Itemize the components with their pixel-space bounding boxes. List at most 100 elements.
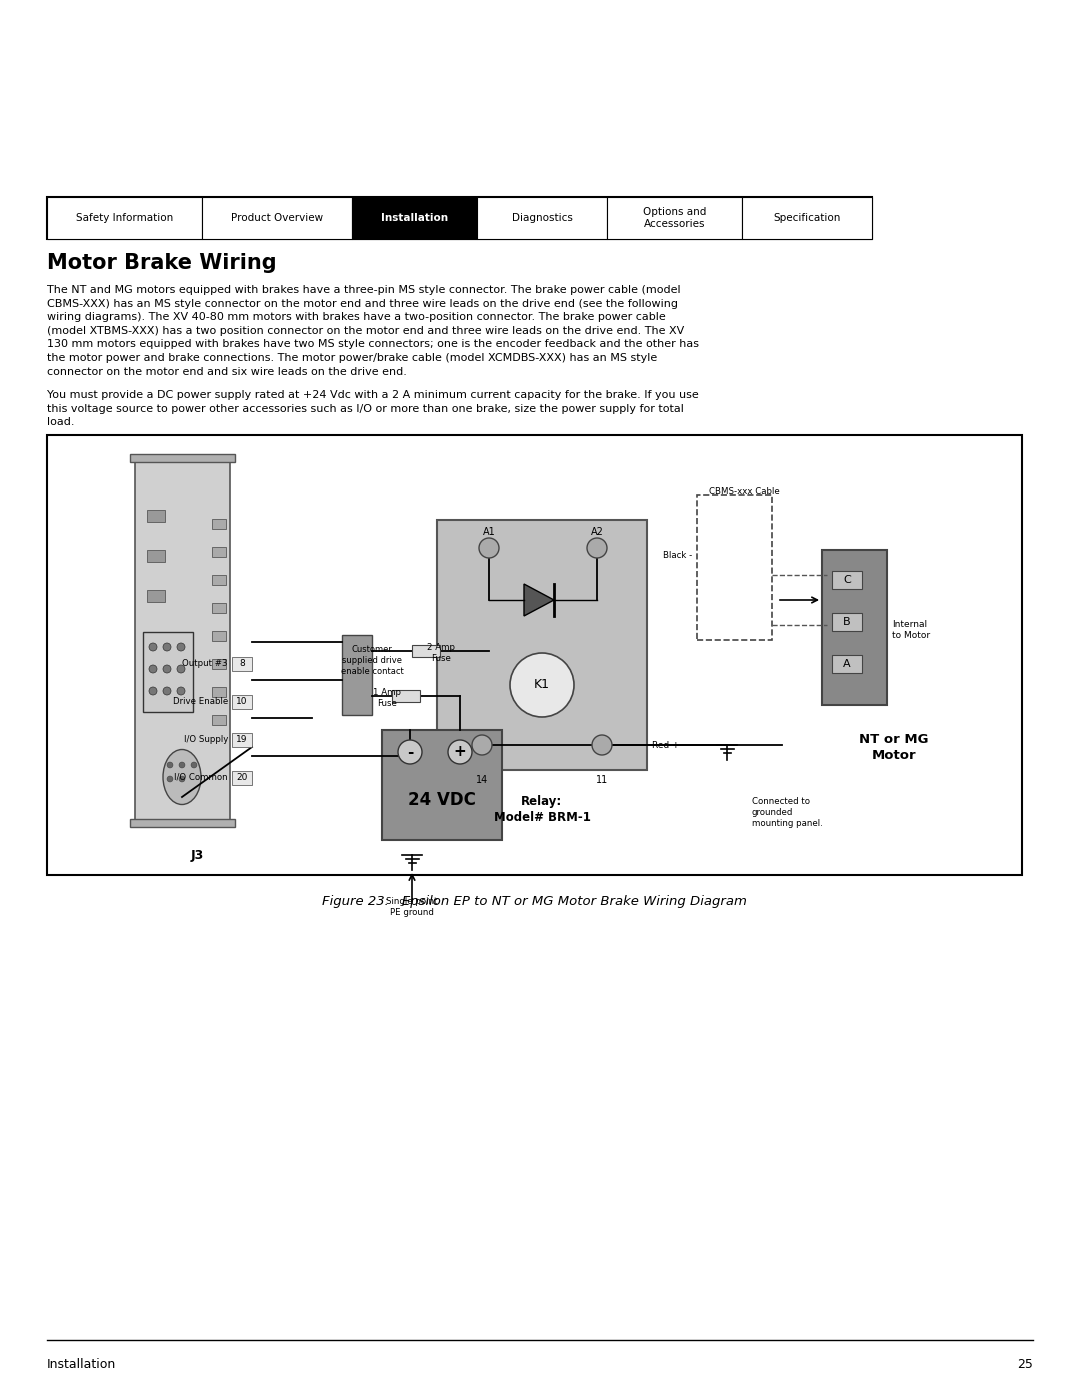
Text: 19: 19 <box>237 735 247 745</box>
Text: 11: 11 <box>596 775 608 785</box>
Bar <box>382 731 502 840</box>
Bar <box>135 457 230 827</box>
Bar <box>48 434 1022 875</box>
Bar <box>342 636 372 715</box>
Bar <box>147 590 165 602</box>
Text: 8: 8 <box>239 659 245 669</box>
Text: Installation: Installation <box>381 212 448 224</box>
Circle shape <box>163 687 171 694</box>
Text: Red +: Red + <box>652 740 679 750</box>
Bar <box>212 576 226 585</box>
Bar <box>697 495 772 640</box>
Text: Diagnostics: Diagnostics <box>512 212 572 224</box>
Circle shape <box>177 687 185 694</box>
Text: Black -: Black - <box>663 550 692 560</box>
Circle shape <box>191 761 197 768</box>
Text: 14: 14 <box>476 775 488 785</box>
Bar <box>147 550 165 562</box>
Text: K1: K1 <box>534 679 550 692</box>
Text: 10: 10 <box>237 697 247 707</box>
Bar <box>232 657 252 671</box>
Circle shape <box>592 735 612 754</box>
Text: Installation: Installation <box>48 1358 117 1370</box>
Bar <box>212 631 226 641</box>
Bar <box>143 631 193 712</box>
Text: A1: A1 <box>483 527 496 536</box>
Circle shape <box>149 665 157 673</box>
Circle shape <box>167 775 173 782</box>
Text: Relay:
Model# BRM-1: Relay: Model# BRM-1 <box>494 795 591 824</box>
Text: Specification: Specification <box>773 212 840 224</box>
Text: Connected to
grounded
mounting panel.: Connected to grounded mounting panel. <box>752 798 823 828</box>
Bar <box>477 197 607 239</box>
Circle shape <box>167 761 173 768</box>
Circle shape <box>480 538 499 557</box>
Circle shape <box>399 740 422 764</box>
Circle shape <box>163 665 171 673</box>
Bar <box>212 548 226 557</box>
Text: NT or MG
Motor: NT or MG Motor <box>860 733 929 761</box>
Text: 20: 20 <box>237 774 247 782</box>
Circle shape <box>510 652 573 717</box>
Text: Figure 23:   Epsilon EP to NT or MG Motor Brake Wiring Diagram: Figure 23: Epsilon EP to NT or MG Motor … <box>322 895 746 908</box>
Bar <box>742 197 872 239</box>
Text: Output #3: Output #3 <box>183 658 228 668</box>
Bar <box>212 687 226 697</box>
Text: Options and
Accessories: Options and Accessories <box>643 207 706 229</box>
Bar <box>212 604 226 613</box>
Text: The NT and MG motors equipped with brakes have a three-pin MS style connector. T: The NT and MG motors equipped with brake… <box>48 285 699 377</box>
Circle shape <box>448 740 472 764</box>
Bar <box>48 197 872 239</box>
Circle shape <box>177 665 185 673</box>
Text: -: - <box>407 745 414 760</box>
Text: J3: J3 <box>190 849 204 862</box>
Bar <box>822 550 887 705</box>
Bar <box>212 659 226 669</box>
Bar <box>352 197 477 239</box>
Circle shape <box>179 761 185 768</box>
Circle shape <box>179 775 185 782</box>
Text: +: + <box>454 745 467 760</box>
Bar <box>232 733 252 747</box>
Text: 24 VDC: 24 VDC <box>408 791 476 809</box>
Circle shape <box>163 643 171 651</box>
Text: 1 Amp
Fuse: 1 Amp Fuse <box>373 687 401 708</box>
Text: You must provide a DC power supply rated at +24 Vdc with a 2 A minimum current c: You must provide a DC power supply rated… <box>48 390 699 427</box>
Bar <box>607 197 742 239</box>
Bar <box>232 771 252 785</box>
Circle shape <box>149 643 157 651</box>
Bar <box>232 694 252 710</box>
Bar <box>437 520 647 770</box>
Text: 2 Amp
Fuse: 2 Amp Fuse <box>427 643 455 664</box>
Polygon shape <box>524 584 554 616</box>
Text: A2: A2 <box>591 527 604 536</box>
Bar <box>48 197 202 239</box>
Bar <box>147 510 165 522</box>
Circle shape <box>588 538 607 557</box>
Text: B: B <box>843 617 851 627</box>
Text: C: C <box>843 576 851 585</box>
Bar <box>130 819 235 827</box>
Bar <box>832 655 862 673</box>
Ellipse shape <box>163 750 201 805</box>
Bar <box>202 197 352 239</box>
Bar <box>411 645 440 657</box>
Text: CBMS-xxx Cable: CBMS-xxx Cable <box>708 488 780 496</box>
Text: A: A <box>843 659 851 669</box>
Text: Motor Brake Wiring: Motor Brake Wiring <box>48 253 276 272</box>
Text: Product Overview: Product Overview <box>231 212 323 224</box>
Text: I/O Supply: I/O Supply <box>184 735 228 743</box>
Circle shape <box>177 643 185 651</box>
Text: Single point
PE ground: Single point PE ground <box>387 897 437 916</box>
Circle shape <box>149 687 157 694</box>
Bar <box>392 690 420 703</box>
Text: 25: 25 <box>1017 1358 1032 1370</box>
Text: Safety Information: Safety Information <box>76 212 173 224</box>
Text: Internal
to Motor: Internal to Motor <box>892 620 930 640</box>
Bar <box>130 454 235 462</box>
Bar <box>832 613 862 631</box>
Text: Customer
supplied drive
enable contact: Customer supplied drive enable contact <box>340 645 403 676</box>
Text: Drive Enable: Drive Enable <box>173 697 228 705</box>
Bar <box>212 520 226 529</box>
Text: I/O Common: I/O Common <box>174 773 228 781</box>
